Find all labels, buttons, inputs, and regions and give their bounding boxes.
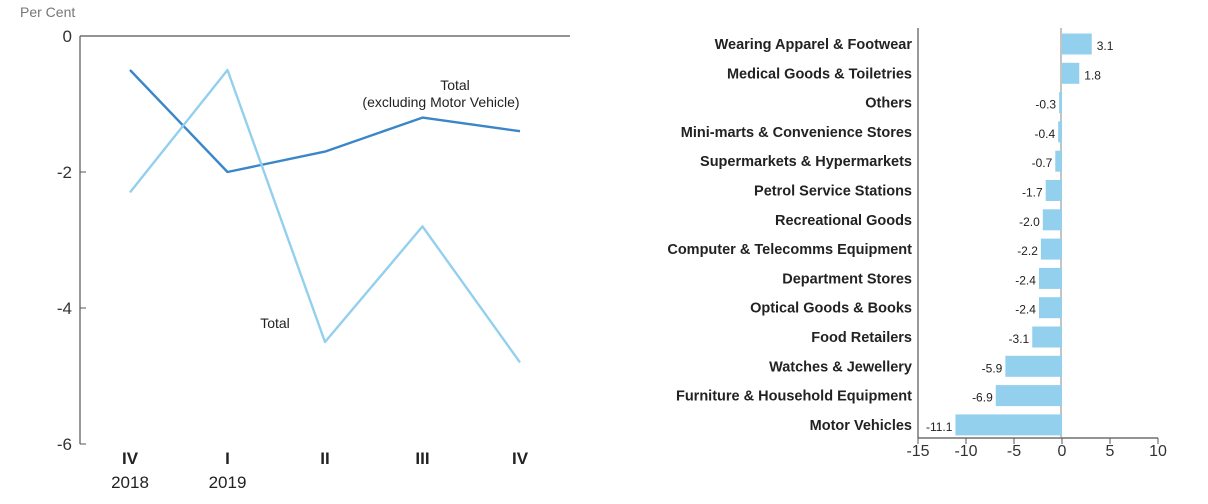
category-label: Wearing Apparel & Footwear <box>715 37 913 53</box>
x-tick-label: 10 <box>1149 443 1167 460</box>
category-label: Department Stores <box>782 271 912 287</box>
bars: Wearing Apparel & Footwear 3.1 Medical Goo… <box>667 33 1114 436</box>
category-label: Mini-marts & Convenience Stores <box>681 125 912 141</box>
bar <box>995 385 1062 407</box>
bar <box>1032 326 1062 348</box>
x-year-label: 2019 <box>209 473 247 492</box>
data-label: -0.4 <box>1034 127 1055 141</box>
category-label: Motor Vehicles <box>810 418 912 434</box>
y-tick-label: -6 <box>57 435 72 454</box>
x-tick-label: -15 <box>906 443 929 460</box>
x-tick-label: II <box>320 449 329 468</box>
category-label: Medical Goods & Toiletries <box>727 66 912 82</box>
series-line-1 <box>129 68 521 364</box>
x-tick-label: -5 <box>1007 443 1021 460</box>
data-label: -2.0 <box>1019 215 1040 229</box>
x-tick-label: III <box>415 449 429 468</box>
x-tick-label: IV <box>512 449 529 468</box>
bar <box>1040 238 1062 260</box>
data-label: -6.9 <box>972 391 993 405</box>
data-label: -1.7 <box>1022 186 1043 200</box>
x-tick-label: 5 <box>1106 443 1115 460</box>
bar <box>1038 267 1062 289</box>
x-tick-label: I <box>225 449 230 468</box>
bar <box>1055 150 1062 172</box>
bar <box>1062 62 1080 84</box>
y-axis-label: Per Cent <box>20 4 75 20</box>
y-tick-label: -4 <box>57 299 72 318</box>
category-label: Petrol Service Stations <box>754 184 912 200</box>
y-tick-label: 0 <box>63 27 72 46</box>
bar <box>1058 121 1062 143</box>
bar <box>1062 33 1092 55</box>
series-line-0 <box>129 69 521 174</box>
category-label: Optical Goods & Books <box>750 301 912 317</box>
category-label: Watches & Jewellery <box>769 359 912 375</box>
category-label: Computer & Telecomms Equipment <box>667 242 912 258</box>
data-label: -11.1 <box>926 420 953 434</box>
bar <box>1059 92 1062 114</box>
category-label: Others <box>865 96 912 112</box>
data-label: -0.7 <box>1032 156 1053 170</box>
annotation-total-excl-line2: (excluding Motor Vehicle) <box>362 94 519 110</box>
data-label: -3.1 <box>1009 332 1030 346</box>
y-ticks: 0 -2 -4 -6 <box>57 27 86 454</box>
y-tick-label: -2 <box>57 163 72 182</box>
data-label: -5.9 <box>982 361 1003 375</box>
data-label: -2.2 <box>1017 244 1038 258</box>
data-label: 1.8 <box>1084 68 1101 82</box>
x-tick-label: IV <box>122 449 139 468</box>
data-label: -2.4 <box>1015 273 1036 287</box>
annotation-total-excl-line1: Total <box>440 77 470 93</box>
x-year-label: 2018 <box>111 473 149 492</box>
category-label: Furniture & Household Equipment <box>676 389 912 405</box>
bar <box>955 414 1062 436</box>
data-label: -0.3 <box>1035 98 1056 112</box>
line-series <box>129 68 521 364</box>
data-label: 3.1 <box>1097 39 1114 53</box>
bar-chart: Wearing Apparel & Footwear 3.1 Medical Goo… <box>667 28 1167 460</box>
annotation-total: Total <box>260 315 290 331</box>
bar <box>1005 355 1062 377</box>
bar <box>1045 180 1062 201</box>
category-label: Food Retailers <box>811 330 912 346</box>
x-tick-label: -10 <box>954 443 977 460</box>
bar <box>1042 209 1062 231</box>
bar <box>1038 297 1062 319</box>
x-ticks: -15 -10 -5 0 5 10 <box>906 438 1167 460</box>
x-tick-label: 0 <box>1058 443 1067 460</box>
data-label: -2.4 <box>1015 303 1036 317</box>
category-label: Recreational Goods <box>775 213 912 229</box>
category-label: Supermarkets & Hypermarkets <box>700 154 912 170</box>
